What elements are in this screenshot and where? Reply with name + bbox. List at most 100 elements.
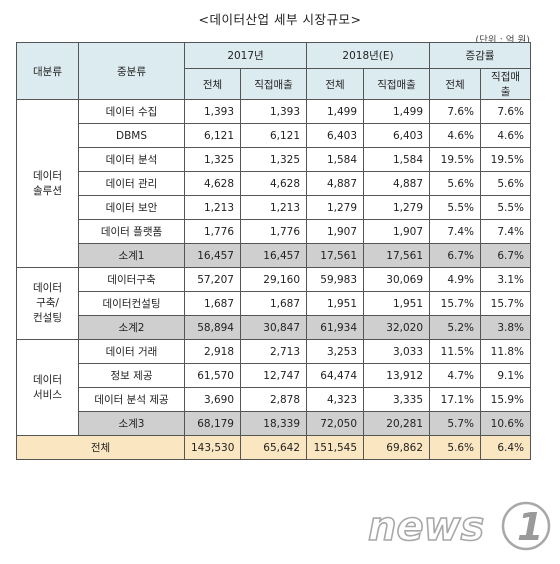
subtotal-row: 소계1 16,457 16,457 17,561 17,561 6.7% 6.7% bbox=[17, 243, 532, 268]
subtotal-label: 소계2 bbox=[78, 315, 185, 340]
value-cell: 4.6% bbox=[480, 123, 532, 148]
value-cell: 15.9% bbox=[480, 387, 532, 412]
subtotal-row: 소계3 68,179 18,339 72,050 20,281 5.7% 10.6% bbox=[17, 411, 532, 436]
value-cell: 5.6% bbox=[480, 171, 532, 196]
value-cell: 4,887 bbox=[363, 171, 431, 196]
table-body: 데이터 솔루션 데이터 수집 1,393 1,393 1,499 1,499 7.6% 7.6%… bbox=[16, 99, 532, 460]
value-cell: 6,403 bbox=[306, 123, 365, 148]
value-cell: 4,323 bbox=[306, 387, 365, 412]
mid-category-cell: 데이터 수집 bbox=[78, 99, 185, 124]
value-cell: 1,687 bbox=[239, 291, 308, 316]
grand-total-value: 65,642 bbox=[239, 435, 308, 460]
header-mid-category: 중분류 bbox=[78, 42, 185, 100]
mid-category-cell: 데이터 플랫폼 bbox=[78, 219, 185, 244]
subtotal-value: 17,561 bbox=[306, 243, 365, 268]
subtotal-label: 소계1 bbox=[78, 243, 185, 268]
value-cell: 1,279 bbox=[306, 195, 365, 220]
value-cell: 5.5% bbox=[480, 195, 532, 220]
table-title: <데이터산업 세부 시장규모> bbox=[198, 12, 362, 27]
news1-logo: news 1 bbox=[367, 501, 551, 551]
value-cell: 3,690 bbox=[184, 387, 241, 412]
mid-category-cell: 정보 제공 bbox=[78, 363, 185, 388]
header-direct-2017: 직접매출 bbox=[239, 68, 308, 100]
subtotal-value: 32,020 bbox=[363, 315, 431, 340]
value-cell: 3,335 bbox=[363, 387, 431, 412]
value-cell: 6,121 bbox=[184, 123, 241, 148]
mid-category-cell: 데이터컨설팅 bbox=[78, 291, 185, 316]
value-cell: 7.4% bbox=[480, 219, 532, 244]
value-cell: 61,570 bbox=[184, 363, 241, 388]
table-row: 데이터 솔루션 데이터 수집 1,393 1,393 1,499 1,499 7.6% 7.6% bbox=[16, 99, 532, 268]
value-cell: 17.1% bbox=[429, 387, 482, 412]
grand-total-row: 전체 143,530 65,642 151,545 69,862 5.6% 6.4% bbox=[16, 435, 532, 460]
value-cell: 1,907 bbox=[363, 219, 431, 244]
value-cell: 4,628 bbox=[184, 171, 241, 196]
value-cell: 1,499 bbox=[363, 99, 431, 124]
value-cell: 12,747 bbox=[239, 363, 308, 388]
value-cell: 4.9% bbox=[429, 267, 482, 292]
header-direct-growth: 직접매출 bbox=[480, 68, 532, 100]
value-cell: 1,776 bbox=[184, 219, 241, 244]
news1-logo-numeral: 1 bbox=[517, 505, 543, 549]
major-category-label: 데이터 bbox=[33, 169, 62, 182]
value-cell: 1,951 bbox=[363, 291, 431, 316]
mid-category-cell: 데이터 보안 bbox=[78, 195, 185, 220]
major-category-label: 솔루션 bbox=[33, 184, 62, 197]
major-category-label: 데이터 bbox=[33, 282, 62, 294]
value-cell: 4,628 bbox=[239, 171, 308, 196]
value-cell: 57,207 bbox=[184, 267, 241, 292]
value-cell: 5.6% bbox=[429, 171, 482, 196]
value-cell: 1,325 bbox=[239, 147, 308, 172]
subtotal-label: 소계3 bbox=[78, 411, 185, 436]
major-category-label: 서비스 bbox=[33, 388, 62, 401]
subtotal-value: 3.8% bbox=[480, 315, 532, 340]
subtotal-value: 72,050 bbox=[306, 411, 365, 436]
grand-total-label: 전체 bbox=[16, 435, 185, 460]
value-cell: 19.5% bbox=[480, 147, 532, 172]
subtotal-value: 5.2% bbox=[429, 315, 482, 340]
subtotal-value: 20,281 bbox=[363, 411, 431, 436]
subtotal-value: 6.7% bbox=[480, 243, 532, 268]
value-cell: 1,776 bbox=[239, 219, 308, 244]
major-category-label: 컨설팅 bbox=[33, 312, 62, 324]
value-cell: 19.5% bbox=[429, 147, 482, 172]
subtotal-row: 소계2 58,894 30,847 61,934 32,020 5.2% 3.8% bbox=[17, 315, 532, 340]
value-cell: 1,393 bbox=[184, 99, 241, 124]
table-row: 데이터 분석 제공 3,690 2,878 4,323 3,335 17.1% 15.9% bbox=[17, 387, 532, 412]
header-major-category: 대분류 bbox=[16, 42, 79, 100]
value-cell: 7.4% bbox=[429, 219, 482, 244]
value-cell: 11.5% bbox=[429, 339, 482, 364]
value-cell: 29,160 bbox=[239, 267, 308, 292]
value-cell: 7.6% bbox=[480, 99, 532, 124]
major-category-label: 구축/ bbox=[36, 297, 59, 309]
table-row: 데이터 보안 1,213 1,213 1,279 1,279 5.5% 5.5% bbox=[17, 195, 532, 220]
mid-category-cell: 데이터 분석 bbox=[78, 147, 185, 172]
major-category-label: 데이터 bbox=[33, 373, 62, 386]
value-cell: 1,325 bbox=[184, 147, 241, 172]
value-cell: 30,069 bbox=[363, 267, 431, 292]
value-cell: 6,121 bbox=[239, 123, 308, 148]
value-cell: 15.7% bbox=[429, 291, 482, 316]
table-row: 데이터 플랫폼 1,776 1,776 1,907 1,907 7.4% 7.4% bbox=[17, 219, 532, 244]
value-cell: 11.8% bbox=[480, 339, 532, 364]
value-cell: 1,393 bbox=[239, 99, 308, 124]
value-cell: 2,713 bbox=[239, 339, 308, 364]
news1-logo-text: news bbox=[368, 504, 484, 550]
subtotal-value: 17,561 bbox=[363, 243, 431, 268]
subtotal-value: 5.7% bbox=[429, 411, 482, 436]
value-cell: 1,499 bbox=[306, 99, 365, 124]
header-direct-2018: 직접매출 bbox=[363, 68, 431, 100]
unit-note: (단위 : 억 원) bbox=[475, 35, 530, 46]
value-cell: 1,279 bbox=[363, 195, 431, 220]
header-total-growth: 전체 bbox=[429, 68, 482, 100]
value-cell: 9.1% bbox=[480, 363, 532, 388]
header-total-2018: 전체 bbox=[306, 68, 365, 100]
mid-category-cell: 데이터 관리 bbox=[78, 171, 185, 196]
subtotal-value: 16,457 bbox=[239, 243, 308, 268]
value-cell: 2,918 bbox=[184, 339, 241, 364]
value-cell: 1,951 bbox=[306, 291, 365, 316]
table-row: 데이터컨설팅 1,687 1,687 1,951 1,951 15.7% 15.7% bbox=[17, 291, 532, 316]
mid-category-cell: DBMS bbox=[78, 123, 185, 148]
value-cell: 3,253 bbox=[306, 339, 365, 364]
